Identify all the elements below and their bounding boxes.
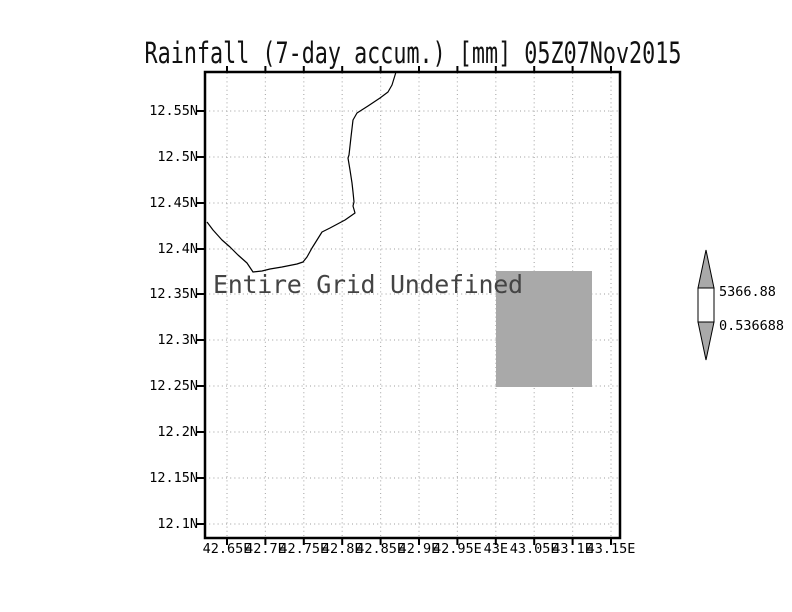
axis-ticks-bottom <box>226 538 612 545</box>
coastline <box>206 71 397 273</box>
x-tick-label: 43.1E <box>552 541 593 557</box>
x-tick-label: 42.9E <box>398 541 440 557</box>
y-tick-label: 12.1N <box>157 516 198 532</box>
y-tick-label: 12.2N <box>157 424 198 440</box>
colorbar-min-label: 0.536688 <box>719 318 785 334</box>
y-tick-label: 12.45N <box>149 195 198 211</box>
x-tick-label: 43.15E <box>586 541 636 557</box>
y-tick-label: 12.55N <box>149 103 198 119</box>
y-tick-label: 12.4N <box>157 241 198 257</box>
map-frame <box>203 70 622 540</box>
shaded-region <box>496 271 592 387</box>
y-tick-label: 12.35N <box>149 286 198 302</box>
x-tick-label: 43E <box>483 541 508 557</box>
colorbar-body <box>697 287 715 323</box>
colorbar-down-arrow <box>697 321 715 361</box>
x-tick-label: 42.65E <box>202 541 252 557</box>
colorbar-max-label: 5366.88 <box>719 284 776 300</box>
x-tick-label: 42.95E <box>433 541 482 557</box>
x-tick-label: 42.75E <box>279 541 329 557</box>
undefined-grid-annotation: Entire Grid Undefined <box>213 270 523 299</box>
axis-ticks-top <box>226 66 612 72</box>
y-tick-label: 12.3N <box>157 332 198 348</box>
y-tick-label: 12.25N <box>149 378 198 394</box>
x-tick-label: 42.8E <box>321 541 363 557</box>
colorbar-up-arrow <box>697 249 715 289</box>
plot-title: Rainfall (7-day accum.) [mm] 05Z07Nov201… <box>144 36 682 70</box>
y-tick-label: 12.5N <box>157 149 198 165</box>
x-tick-label: 42.7E <box>245 541 286 557</box>
x-tick-label: 43.05E <box>509 541 559 557</box>
y-tick-label: 12.15N <box>149 470 198 486</box>
x-tick-label: 42.85E <box>356 541 405 557</box>
axis-ticks-left <box>197 110 204 525</box>
